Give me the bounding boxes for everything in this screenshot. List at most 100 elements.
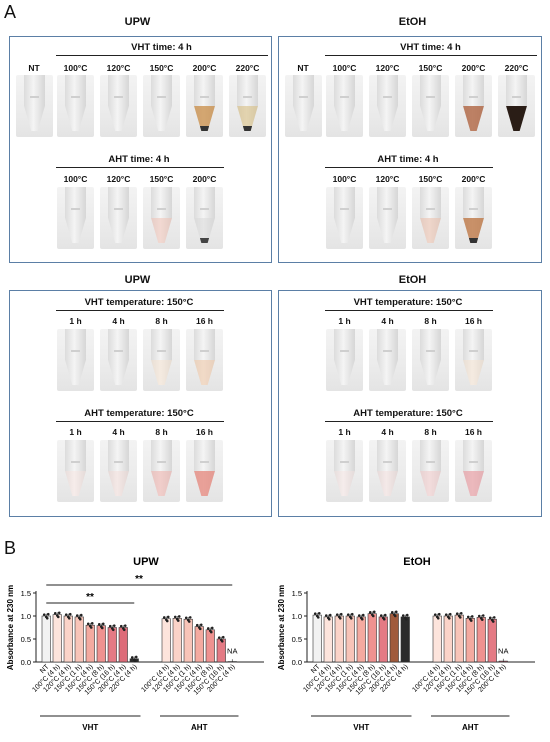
data-point (459, 611, 463, 615)
etoh-aht-time-h: 1 h (338, 427, 351, 437)
data-point (480, 618, 484, 621)
bar (378, 616, 388, 663)
upw-vht-temperature-label: VHT temperature: 150°C (84, 297, 194, 308)
etoh-title-a1: EtOH (398, 16, 427, 28)
data-point (317, 611, 321, 615)
data-point (42, 613, 46, 616)
data-point (86, 622, 90, 626)
etoh-vht-time-h: 4 h (381, 316, 394, 326)
data-point (360, 617, 364, 621)
data-point (176, 619, 180, 622)
etoh-vht-temp-line (325, 310, 493, 311)
upw-aht-time-h: 16 h (195, 427, 213, 437)
bar (194, 626, 204, 663)
etoh-time-panel (278, 290, 542, 517)
bar (443, 615, 453, 663)
panel-a-letter: A (4, 2, 17, 22)
data-point (177, 615, 181, 618)
etoh-vht-temp-label: 100°C (332, 63, 357, 73)
bar (63, 615, 73, 663)
bar (487, 618, 497, 663)
data-point (101, 622, 105, 626)
data-point (436, 617, 440, 620)
data-point (401, 614, 405, 617)
bar (345, 615, 355, 663)
bar (465, 618, 475, 663)
etoh-vht-temperature-label: VHT temperature: 150°C (353, 297, 463, 308)
vht-group-label: VHT (82, 723, 98, 732)
bar (183, 618, 193, 663)
y-tick-label: 0.5 (292, 635, 302, 644)
etoh-vht-time-h: 8 h (424, 316, 437, 326)
upw-nt-label: NT (28, 63, 40, 73)
data-point (119, 624, 123, 628)
data-point (184, 616, 188, 620)
bar (432, 615, 442, 663)
data-point (90, 622, 94, 625)
data-point (383, 613, 387, 617)
y-tick-label: 1.0 (292, 612, 302, 621)
vht-group-label: VHT (353, 723, 369, 732)
bar (216, 638, 226, 663)
bar (389, 613, 399, 663)
y-tick-label: 0.0 (21, 658, 31, 667)
bar (205, 629, 215, 663)
etoh-aht-time-h: 8 h (424, 427, 437, 437)
y-tick-label: 1.5 (292, 589, 302, 598)
etoh-vht-temp-label: 120°C (375, 63, 400, 73)
bar (107, 627, 117, 663)
upw-aht-time-tube (186, 440, 223, 502)
etoh-aht-tube (455, 187, 492, 249)
bar (74, 616, 84, 663)
na-label: NA (227, 647, 237, 656)
etoh-aht-time-tube (455, 440, 492, 502)
data-point (361, 613, 365, 617)
data-point (313, 612, 317, 615)
upw-vht-temp-label: 100°C (63, 63, 88, 73)
data-point (404, 617, 408, 621)
upw-title-a1: UPW (124, 16, 151, 28)
upw-vht-tube (186, 75, 223, 137)
upw-vht-time-h: 1 h (69, 316, 82, 326)
upw-vht-temp-label: 200°C (192, 63, 217, 73)
upw-aht-time-h: 8 h (155, 427, 168, 437)
etoh-vht-tube (412, 75, 449, 137)
data-point (165, 619, 169, 623)
upw-vht-time-tube (57, 329, 94, 391)
upw-aht-temp-label: 100°C (63, 174, 88, 184)
data-point (379, 614, 383, 617)
upw-vht-time-h: 16 h (195, 316, 213, 326)
data-point (372, 610, 376, 614)
data-point (133, 659, 137, 663)
upw-aht-time-tube (143, 440, 180, 502)
chart-title: UPW (133, 556, 159, 568)
data-point (368, 611, 372, 614)
data-point (469, 619, 473, 622)
bar (161, 618, 171, 663)
data-point (75, 614, 79, 617)
data-point (187, 620, 191, 623)
etoh-vht-temp-label: 220°C (504, 63, 529, 73)
bar (454, 614, 464, 663)
data-point (134, 655, 138, 659)
upw-aht-time-tube (57, 440, 94, 502)
data-point (488, 616, 492, 620)
data-point (477, 614, 481, 618)
data-point (491, 620, 495, 623)
bar (96, 625, 106, 663)
upw-aht-time-h: 4 h (112, 427, 125, 437)
etoh-temperature-panel (278, 36, 542, 263)
data-point (188, 616, 192, 619)
data-point (390, 611, 394, 614)
data-point (46, 612, 50, 616)
etoh-vht-time-h: 16 h (464, 316, 482, 326)
data-point (162, 616, 166, 619)
etoh-aht-time-h: 4 h (381, 427, 394, 437)
upw-vht-tube (229, 75, 266, 137)
data-point (209, 630, 213, 634)
etoh-vht-tube (369, 75, 406, 137)
data-point (68, 612, 72, 616)
upw-temperature-panel (9, 36, 272, 263)
etoh-aht-time-label: AHT time: 4 h (377, 154, 439, 165)
